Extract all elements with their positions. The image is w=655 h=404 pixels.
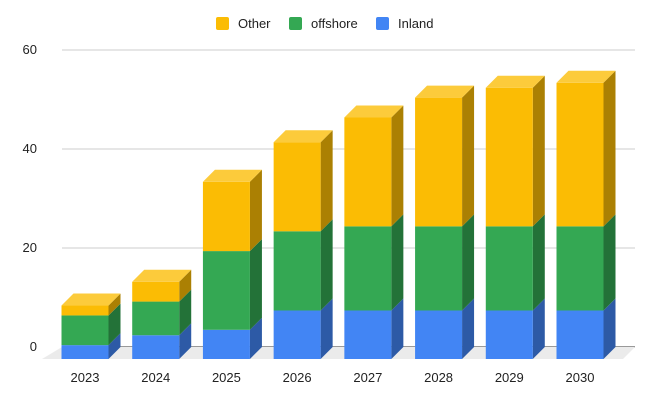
y-tick-label: 60 — [23, 42, 37, 57]
bar-inland-2026 — [273, 310, 321, 359]
x-tick-label: 2024 — [141, 370, 170, 385]
x-tick-label: 2028 — [424, 370, 453, 385]
bar-inland-2024 — [132, 335, 180, 359]
bar-other-2028-side — [462, 85, 475, 227]
y-tick-label: 0 — [30, 339, 37, 354]
bar-offshore-2027-side — [391, 214, 404, 311]
legend: Other offshore Inland — [216, 16, 433, 31]
legend-item-inland[interactable]: Inland — [376, 16, 433, 31]
bar-stack-2027 — [344, 105, 404, 359]
bar-other-2023-side — [108, 293, 121, 316]
bar-inland-2028 — [415, 310, 463, 359]
bar-other-2024-top — [132, 269, 192, 282]
bars — [61, 70, 616, 359]
bar-other-2029-top — [485, 75, 545, 88]
bar-offshore-2026 — [273, 231, 321, 311]
bar-other-2026 — [273, 142, 321, 232]
legend-item-offshore[interactable]: offshore — [289, 16, 358, 31]
bar-inland-2030 — [556, 310, 604, 359]
legend-label: Inland — [398, 16, 433, 31]
bar-offshore-2023-side — [108, 303, 121, 346]
bar-other-2028 — [415, 97, 463, 227]
bar-offshore-2028 — [415, 226, 463, 311]
bar-inland-2029 — [485, 310, 533, 359]
bar-other-2024-side — [179, 269, 192, 302]
bar-other-2030 — [556, 82, 604, 227]
y-tick-label: 20 — [23, 240, 37, 255]
bar-stack-2024 — [132, 269, 192, 359]
legend-label: Other — [238, 16, 271, 31]
y-tick-label: 40 — [23, 141, 37, 156]
bar-other-2023-top — [61, 293, 121, 306]
y-axis: 0 20 40 60 — [23, 42, 37, 354]
legend-swatch — [216, 17, 229, 30]
bar-other-2028-top — [415, 85, 475, 98]
bar-offshore-2023 — [61, 315, 109, 346]
bar-inland-2030-side — [603, 298, 616, 359]
bar-other-2027-side — [391, 105, 404, 227]
x-tick-label: 2026 — [283, 370, 312, 385]
bar-other-2025 — [202, 181, 250, 252]
bar-stack-2030 — [556, 70, 616, 359]
bar-inland-2025 — [202, 329, 250, 359]
bar-inland-2023-side — [108, 333, 121, 359]
bar-inland-2027-side — [391, 298, 404, 359]
bar-stack-2025 — [202, 169, 262, 359]
bar-other-2029 — [485, 87, 533, 227]
bar-offshore-2025 — [202, 251, 250, 330]
bar-other-2027 — [344, 117, 392, 227]
x-tick-label: 2029 — [495, 370, 524, 385]
bar-offshore-2024-side — [179, 289, 192, 336]
bar-other-2026-top — [273, 130, 333, 143]
bar-inland-2025-side — [249, 317, 262, 359]
bar-other-2025-side — [249, 169, 262, 252]
bar-other-2030-side — [603, 70, 616, 227]
floor-plane — [42, 347, 635, 359]
bar-other-2030-top — [556, 70, 616, 83]
bar-stack-2026 — [273, 130, 333, 359]
bar-offshore-2027 — [344, 226, 392, 311]
x-tick-label: 2023 — [71, 370, 100, 385]
bar-inland-2024-side — [179, 323, 192, 359]
bar-offshore-2029-side — [532, 214, 545, 311]
x-tick-label: 2030 — [566, 370, 595, 385]
x-tick-label: 2025 — [212, 370, 241, 385]
bar-inland-2028-side — [462, 298, 475, 359]
bar-inland-2023 — [61, 345, 109, 359]
legend-swatch — [376, 17, 389, 30]
x-axis: 2023 2024 2025 2026 2027 2028 2029 2030 — [71, 370, 595, 385]
chart-floor — [42, 347, 635, 359]
bar-offshore-2026-side — [320, 219, 333, 311]
legend-label: offshore — [311, 16, 358, 31]
x-tick-label: 2027 — [353, 370, 382, 385]
bar-other-2025-top — [202, 169, 262, 182]
bar-other-2024 — [132, 281, 180, 302]
bar-offshore-2029 — [485, 226, 533, 311]
bar-inland-2026-side — [320, 298, 333, 359]
bar-inland-2027 — [344, 310, 392, 359]
bar-inland-2029-side — [532, 298, 545, 359]
bar-other-2029-side — [532, 75, 545, 227]
bar-offshore-2030-side — [603, 214, 616, 311]
bar-other-2026-side — [320, 130, 333, 232]
bar-other-2027-top — [344, 105, 404, 118]
bar-stack-2029 — [485, 75, 545, 359]
bar-other-2023 — [61, 305, 109, 316]
bar-offshore-2024 — [132, 301, 180, 336]
legend-swatch — [289, 17, 302, 30]
bar-stack-2023 — [61, 293, 121, 359]
legend-item-other[interactable]: Other — [216, 16, 271, 31]
bar-offshore-2025-side — [249, 239, 262, 330]
bar-stack-2028 — [415, 85, 475, 359]
bar-offshore-2030 — [556, 226, 604, 311]
bar-offshore-2028-side — [462, 214, 475, 311]
